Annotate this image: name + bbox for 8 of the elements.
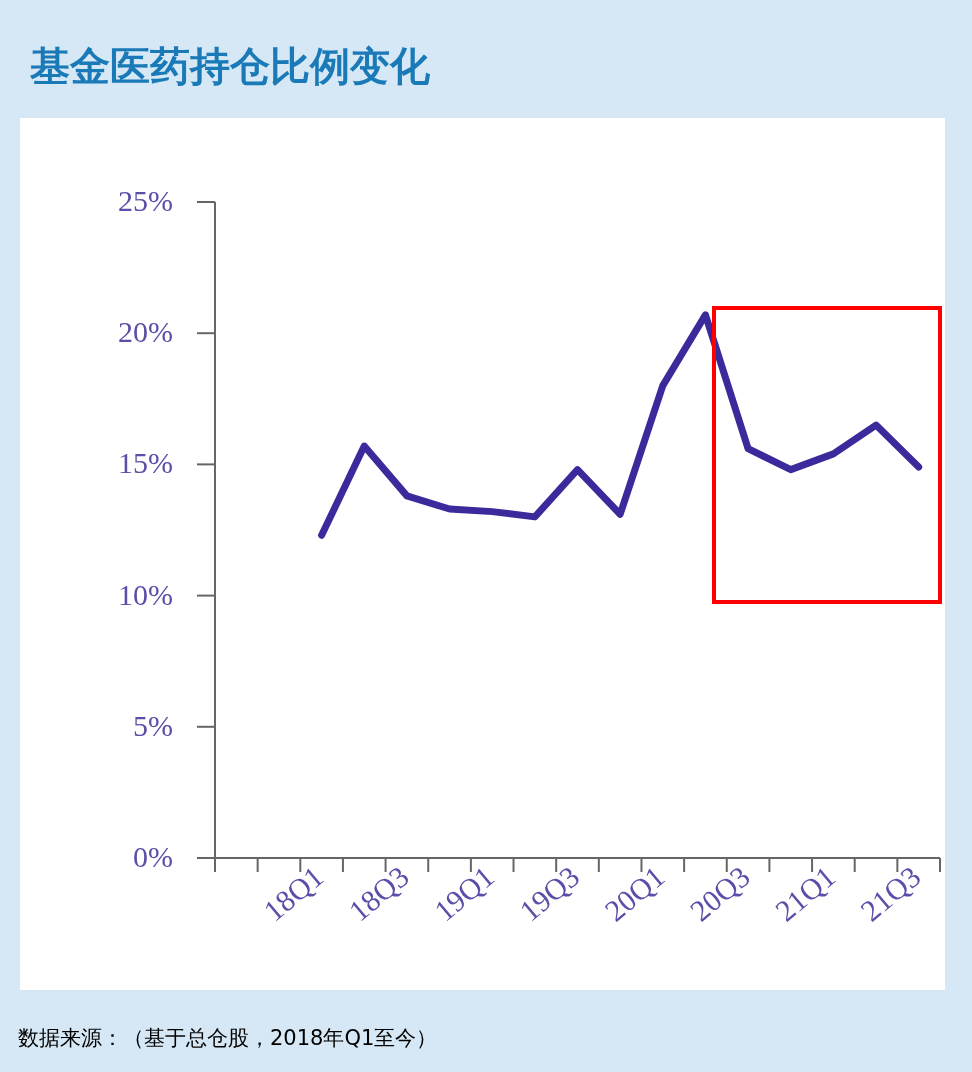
y-tick-label: 10% <box>118 577 173 611</box>
y-tick-label: 0% <box>133 840 173 873</box>
y-tick-label: 20% <box>118 315 173 349</box>
y-tick-label: 25% <box>118 184 173 217</box>
y-tick-label: 5% <box>133 708 173 742</box>
source-note: 数据来源：（基于总仓股，2018年Q1至今） <box>18 1026 438 1050</box>
y-tick-label: 15% <box>118 446 173 480</box>
title: 基金医药持仓比例变化 <box>30 43 430 89</box>
